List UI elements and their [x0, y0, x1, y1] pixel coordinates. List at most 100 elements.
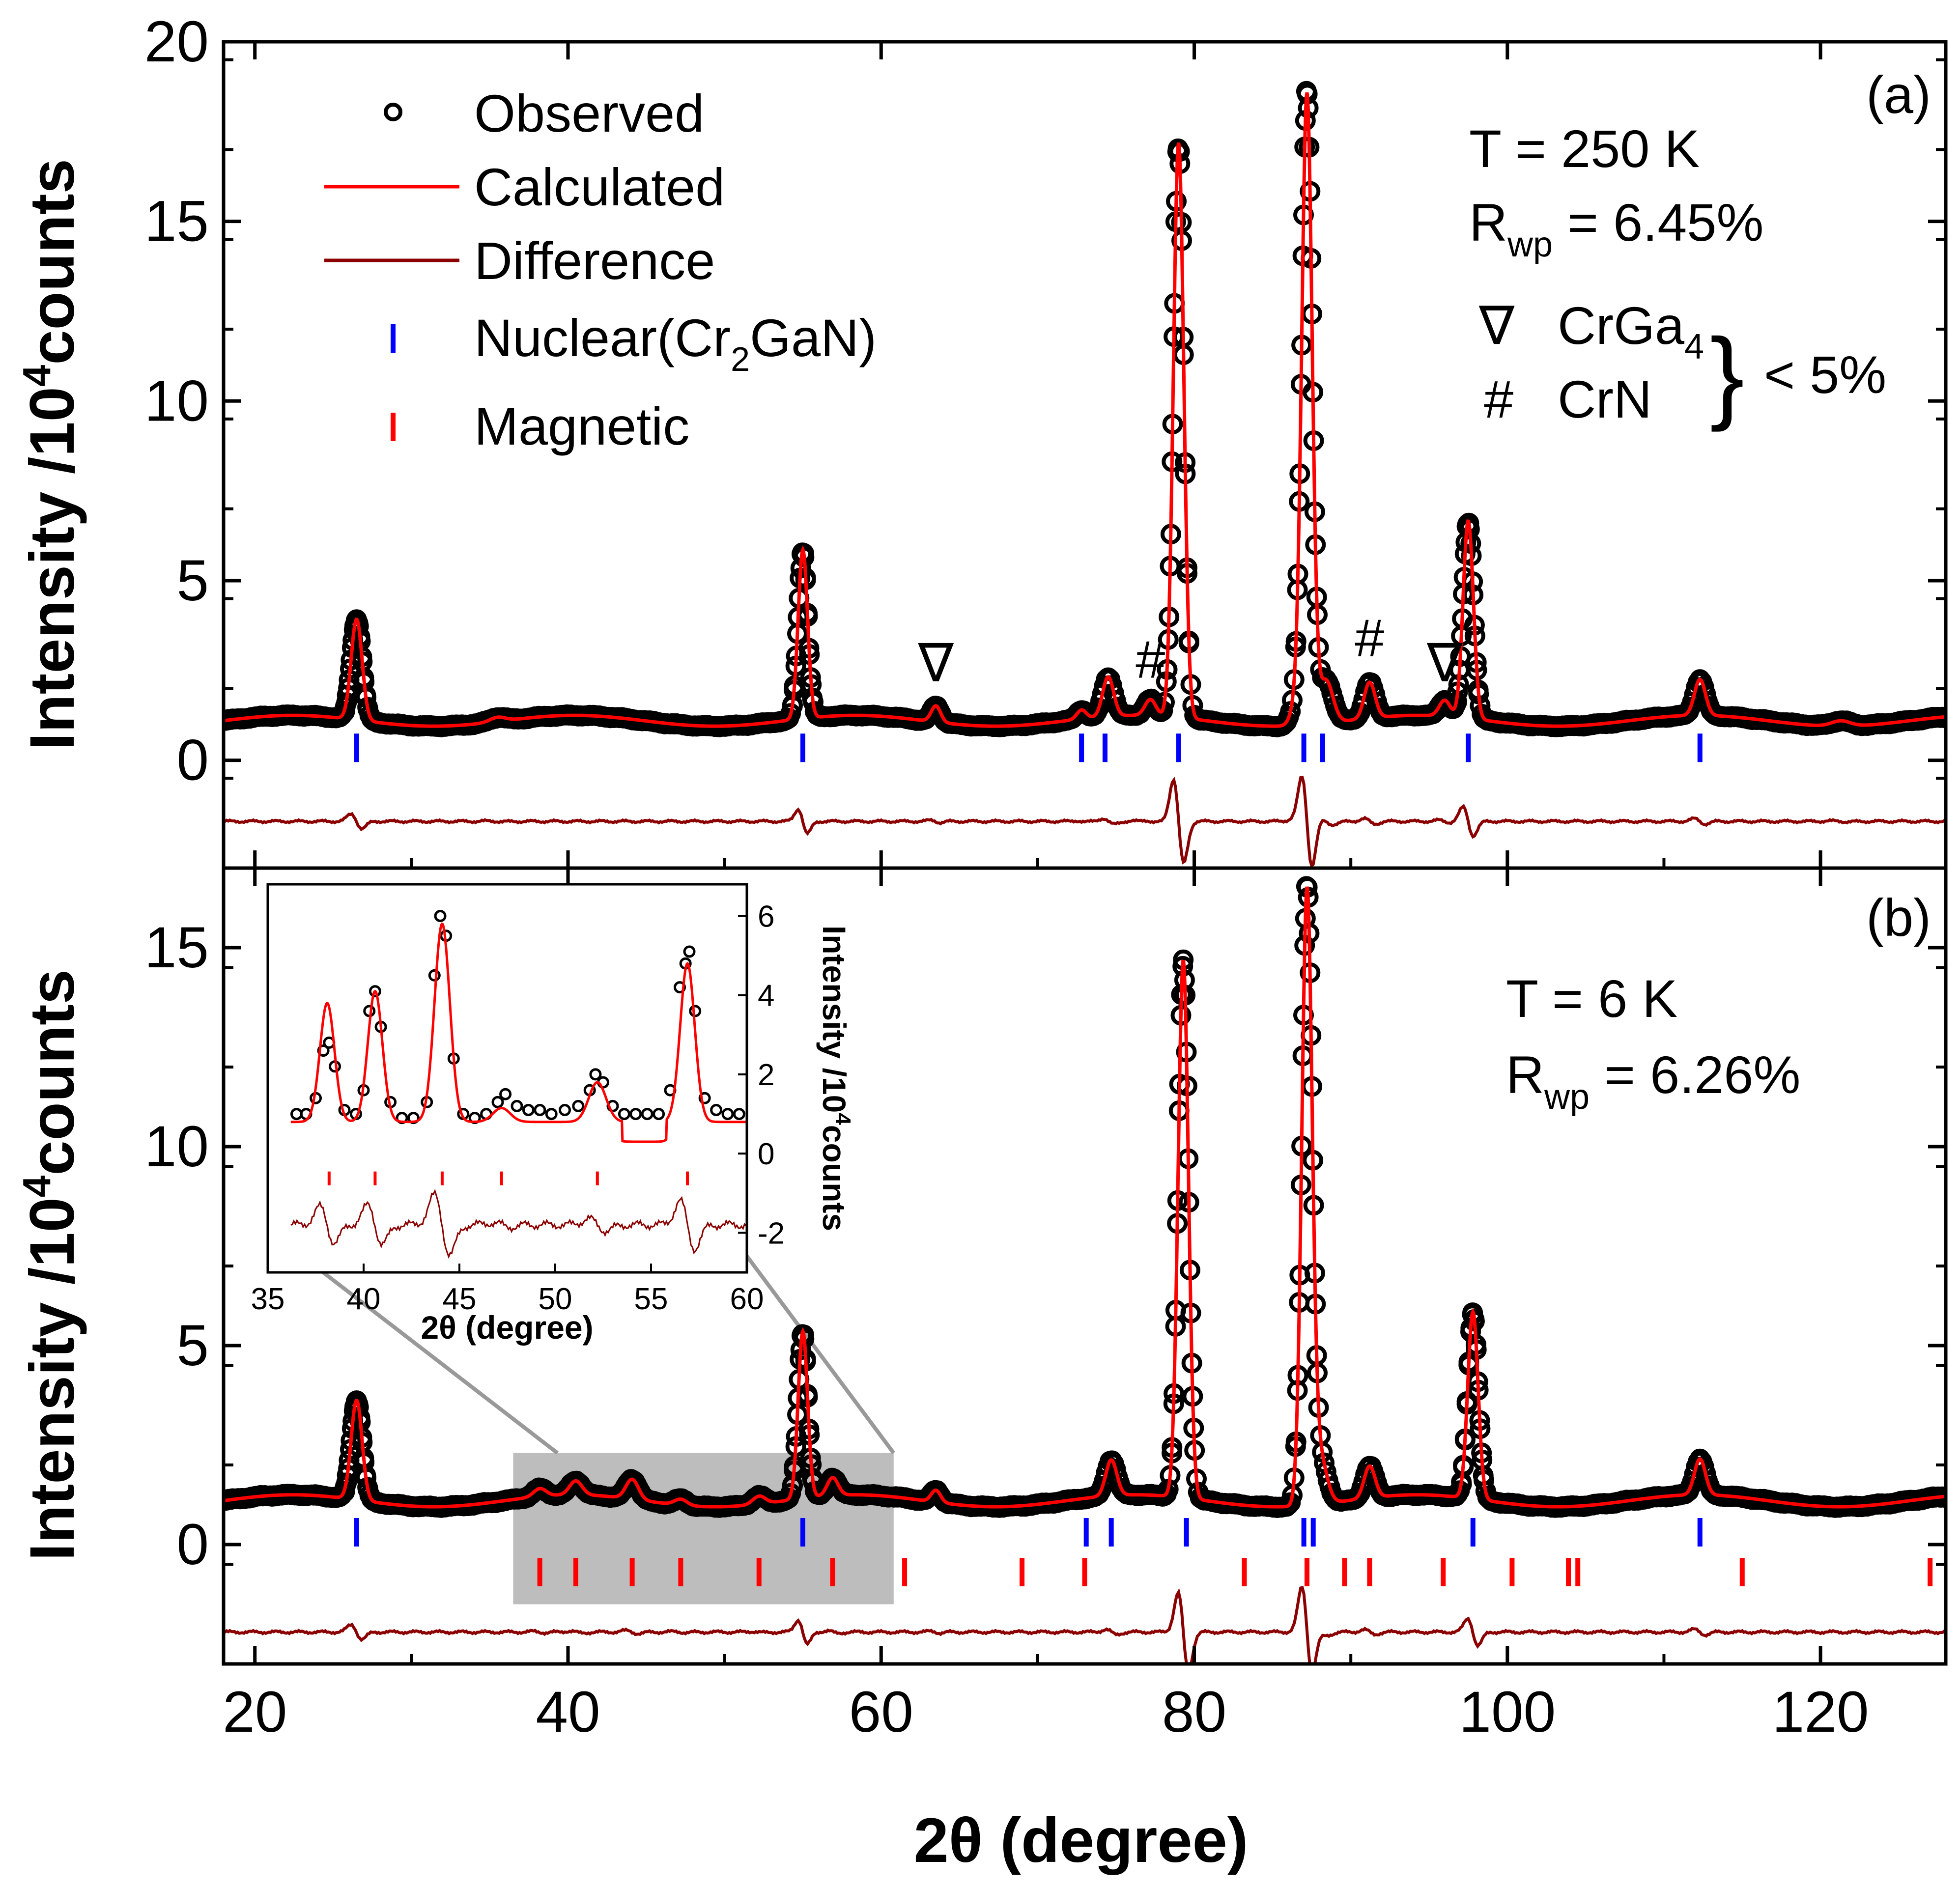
inset-observed-point	[641, 1108, 653, 1121]
panel-b-frame	[222, 866, 1948, 1666]
inset-observed-point	[629, 1108, 642, 1121]
inset-observed-point	[559, 1104, 571, 1116]
x-tick-label: 60	[849, 1680, 913, 1744]
x-tick-label: 20	[223, 1680, 287, 1744]
inset-observed-point	[572, 1099, 585, 1112]
panel-b-y-axis-title: Intensity /104counts	[15, 969, 87, 1561]
inset-observed-point	[733, 1108, 745, 1121]
panel-a-temperature: T = 250 K	[1469, 119, 1700, 178]
inset-y-tick-label: 6	[758, 900, 774, 933]
y-tick-label: 10	[144, 368, 209, 433]
y-tick-label: 20	[144, 9, 209, 74]
y-tick-label: 5	[176, 548, 209, 613]
legend-nuclear-label: Nuclear(Cr2GaN)	[474, 308, 877, 378]
panel-b-y-axis: 0 5 10 15	[144, 868, 1946, 1664]
panel-a-y-axis: 0 5 10 15 20	[144, 9, 1946, 868]
inset-y-tick-label: 4	[758, 979, 774, 1013]
panel-b-temperature: T = 6 K	[1506, 969, 1677, 1028]
inset-observed-point	[511, 1099, 523, 1112]
y-tick-label: 15	[144, 189, 209, 254]
panel-b-magnetic-ticks	[537, 1558, 1933, 1587]
panel-a-impurity-markers: ∇ # # ∇	[918, 608, 1463, 693]
inset-x-tick-label: 35	[251, 1282, 285, 1316]
impurity-brace: }	[1710, 317, 1744, 432]
inset-magnetic-ticks	[327, 1171, 689, 1185]
legend-difference-label: Difference	[474, 231, 715, 290]
y-tick-label: 5	[176, 1313, 209, 1378]
inset-observed-point	[653, 1108, 665, 1121]
inset-y-tick-label: 0	[758, 1137, 774, 1171]
observed-point	[1152, 700, 1173, 721]
legend: Observed Calculated Difference Nuclear(C…	[324, 84, 877, 456]
inset-x-tick-label: 45	[443, 1282, 477, 1316]
impurity-marker: #	[1355, 608, 1384, 668]
panel-b-nuclear-ticks	[354, 1518, 1703, 1547]
inset-axes: 35 40 45 50 55 60 -2 0 2 4 6	[251, 900, 785, 1316]
inset-x-tick-label: 60	[730, 1282, 764, 1316]
inset-y-axis-title: Intensity /104counts	[816, 926, 855, 1231]
panel-a-y-axis-title: Intensity /104counts	[15, 159, 87, 750]
legend-magnetic-label: Magnetic	[474, 396, 689, 456]
inset-x-tick-label: 40	[347, 1282, 381, 1316]
crga4-symbol: ∇	[1478, 296, 1515, 355]
y-tick-label: 0	[176, 1512, 209, 1577]
inset-observed-point	[698, 1092, 711, 1104]
panel-b-rwp: Rwp = 6.26%	[1506, 1045, 1800, 1117]
inset-observed-point	[522, 1104, 535, 1116]
inset-observed-points	[290, 910, 745, 1125]
inset-observed-point	[618, 1108, 630, 1121]
inset-observed-point	[683, 945, 696, 958]
inset-observed-point	[710, 1104, 723, 1116]
y-tick-label: 0	[176, 728, 209, 793]
panel-b-label: (b)	[1866, 888, 1931, 947]
inset-observed-point	[491, 1096, 504, 1108]
inset-difference-line	[290, 1189, 747, 1259]
x-tick-label: 80	[1162, 1680, 1226, 1744]
inset-observed-point	[428, 969, 441, 982]
panel-b: 0 5 10 15 (b) T = 6 K Rwp = 6.26%	[144, 868, 1946, 1664]
x-axis-title: 2θ (degree)	[914, 1805, 1249, 1876]
panel-a-rwp: Rwp = 6.45%	[1469, 193, 1763, 264]
x-tick-label: 40	[536, 1680, 600, 1744]
x-tick-label: 100	[1459, 1680, 1556, 1744]
panel-a-label: (a)	[1866, 65, 1931, 124]
legend-calculated-label: Calculated	[474, 157, 725, 217]
panel-b-calculated-line	[224, 886, 1945, 1509]
inset-observed-point	[317, 1044, 330, 1057]
zoom-leader-left	[284, 1241, 559, 1455]
inset-observed-point	[534, 1104, 546, 1116]
inset-calculated-line	[290, 922, 747, 1143]
zoom-leader-right	[735, 1241, 895, 1455]
panel-a-difference-line	[224, 776, 1946, 868]
panel-a-calculated-line	[224, 92, 1945, 728]
legend-observed-marker	[384, 103, 402, 121]
inset-observed-point	[545, 1108, 558, 1121]
crga4-label: CrGa4	[1558, 296, 1704, 366]
inset-y-tick-label: -2	[758, 1216, 785, 1250]
inset-frame	[266, 883, 748, 1274]
inset-observed-point	[721, 1108, 734, 1121]
impurity-fraction: < 5%	[1764, 345, 1886, 404]
y-tick-label: 10	[144, 1114, 209, 1179]
inset-background	[268, 884, 747, 1272]
impurity-marker: #	[1136, 629, 1165, 689]
inset-x-tick-label: 50	[539, 1282, 572, 1316]
inset-observed-point	[499, 1088, 512, 1100]
inset-observed-point	[589, 1068, 602, 1081]
x-tick-label: 120	[1772, 1680, 1869, 1744]
y-tick-label: 15	[144, 915, 209, 980]
x-axis: 20 40 60 80 100 120	[223, 1680, 1869, 1744]
impurity-marker: ∇	[1426, 633, 1463, 693]
panel-b-difference-line	[224, 1586, 1946, 1664]
crn-label: CrN	[1558, 369, 1652, 429]
panel-a-nuclear-ticks	[354, 733, 1703, 762]
legend-observed-label: Observed	[474, 84, 704, 143]
crn-symbol: #	[1484, 369, 1513, 429]
inset-x-axis-title: 2θ (degree)	[421, 1309, 593, 1346]
inset: 35 40 45 50 55 60 -2 0 2 4 6 2θ (degree) Intensity…	[251, 883, 855, 1346]
impurity-marker: ∇	[918, 633, 954, 693]
inset-observed-point	[434, 910, 447, 922]
inset-y-tick-label: 2	[758, 1058, 774, 1092]
